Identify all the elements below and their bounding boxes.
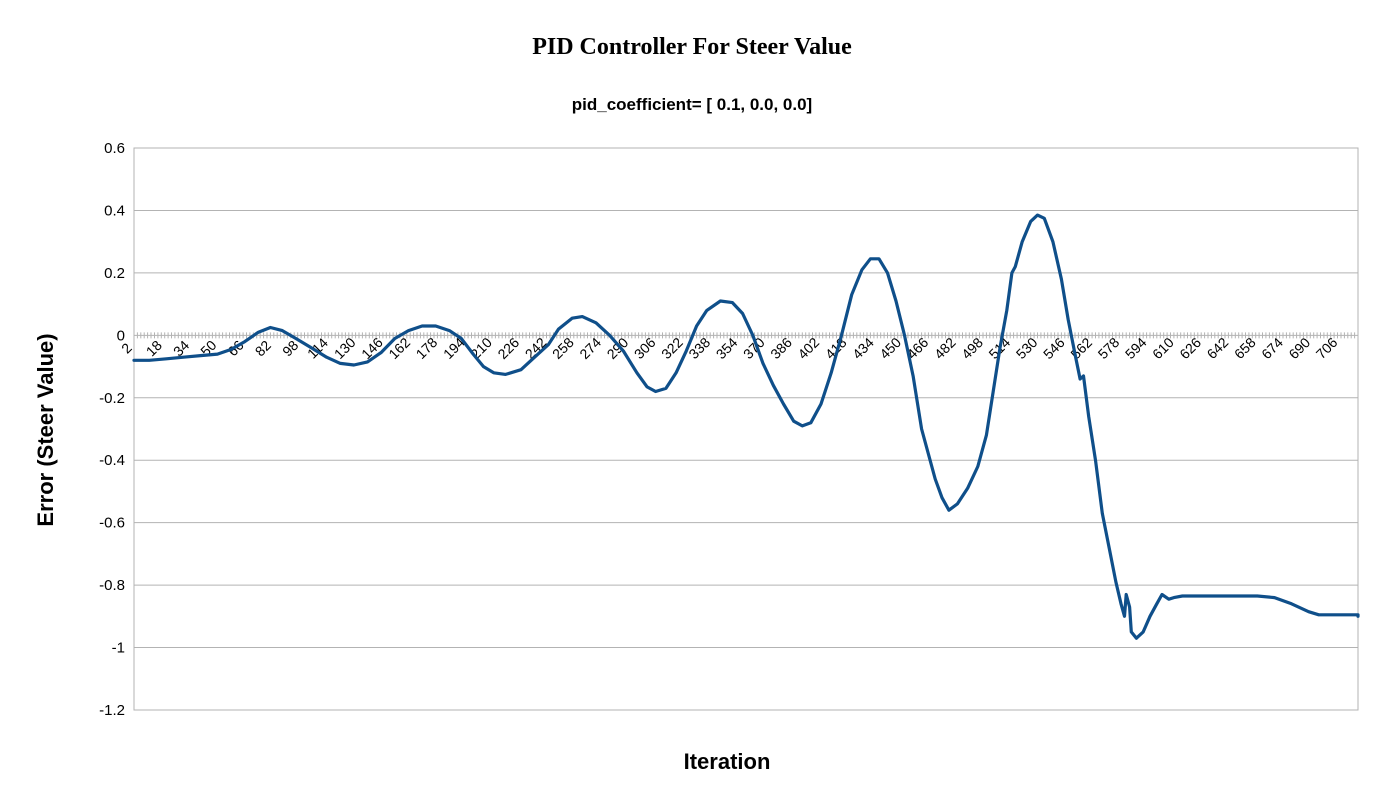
y-tick-label: -1 [112, 640, 125, 657]
x-tick-label: 18 [143, 337, 165, 359]
grid-layer [133, 147, 1359, 711]
x-tick-label: 82 [252, 337, 274, 359]
y-tick-label: 0.6 [104, 140, 125, 157]
plot-frame [133, 147, 1359, 711]
chart-title: PID Controller For Steer Value [532, 34, 852, 60]
y-tick-label: 0 [117, 327, 125, 344]
series-layer [132, 213, 1360, 640]
y-tick-label: -0.6 [99, 515, 125, 532]
y-tick-label: -0.2 [99, 390, 125, 407]
series-line-0 [132, 213, 1360, 640]
y-tick-label: -0.4 [99, 452, 125, 469]
y-tick-label: -0.8 [99, 577, 125, 594]
x-tick-label: 2 [118, 340, 135, 357]
y-tick-labels: 0.6 0.4 0.2 0 -0.2 -0.4 -0.6 -0.8 -1 -1.2 [99, 140, 125, 719]
x-axis-title: Iteration [684, 749, 771, 774]
y-tick-label: 0.4 [104, 202, 125, 219]
y-axis-title: Error (Steer Value) [33, 333, 58, 526]
y-tick-label: -1.2 [99, 702, 125, 719]
y-tick-label: 0.2 [104, 265, 125, 282]
chart-subtitle: pid_coefficient= [ 0.1, 0.0, 0.0] [572, 95, 812, 114]
